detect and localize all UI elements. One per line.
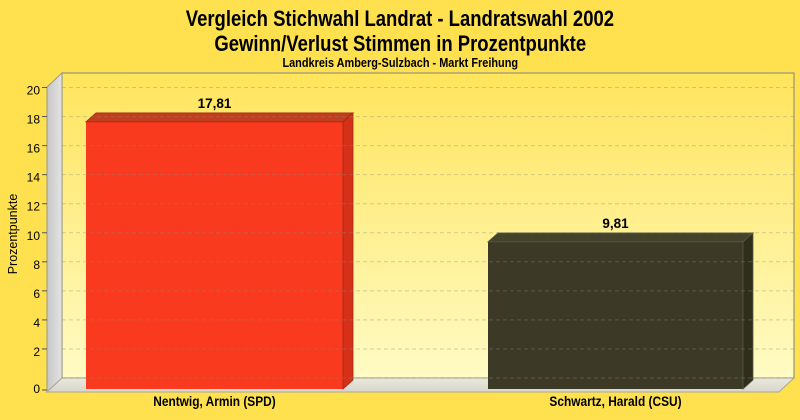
gridlines-group [62, 87, 794, 379]
chart-title: Vergleich Stichwahl Landrat - Landratswa… [0, 6, 800, 32]
y-tick-label: 8 [33, 258, 40, 272]
bar-side-face [742, 231, 754, 390]
y-tick-label: 4 [33, 316, 40, 330]
chart-title-text: Vergleich Stichwahl Landrat - Landratswa… [185, 6, 615, 31]
bar-top-face [84, 112, 355, 123]
bars-group [84, 111, 755, 390]
plot-left-wall [46, 71, 63, 394]
y-tick-label: 10 [27, 229, 41, 243]
x-category-label: Schwartz, Harald (CSU) [549, 393, 681, 409]
y-tick-label: 18 [27, 113, 41, 127]
chart-subtitle: Gewinn/Verlust Stimmen in Prozentpunkte [0, 31, 800, 57]
chart-subtitle-text: Gewinn/Verlust Stimmen in Prozentpunkte [214, 31, 586, 56]
bar-value-label: 17,81 [198, 96, 232, 111]
y-tick-label: 2 [33, 345, 40, 359]
bar-front-face [86, 121, 343, 389]
y-tick-label: 20 [27, 84, 41, 98]
chart-caption-text: Landkreis Amberg-Sulzbach - Markt Freihu… [282, 55, 518, 70]
y-tick-label: 16 [27, 142, 41, 156]
y-tick-label: 12 [27, 200, 41, 214]
x-category-label: Nentwig, Armin (SPD) [153, 393, 275, 409]
bar-value-label: 9,81 [602, 216, 629, 231]
y-tick-label: 6 [33, 287, 40, 301]
chart-caption: Landkreis Amberg-Sulzbach - Markt Freihu… [0, 55, 800, 70]
bar-top-face [486, 232, 755, 243]
y-axis-title: Prozentpunkte [6, 194, 20, 275]
bar-side-face [342, 111, 354, 390]
y-tick-label: 0 [33, 382, 40, 396]
bar-front-face [488, 241, 743, 389]
y-tick-label: 14 [27, 171, 41, 185]
axis-group: 17,81 Nentwig, Armin (SPD) 9,81 Schwartz, H… [6, 84, 682, 410]
